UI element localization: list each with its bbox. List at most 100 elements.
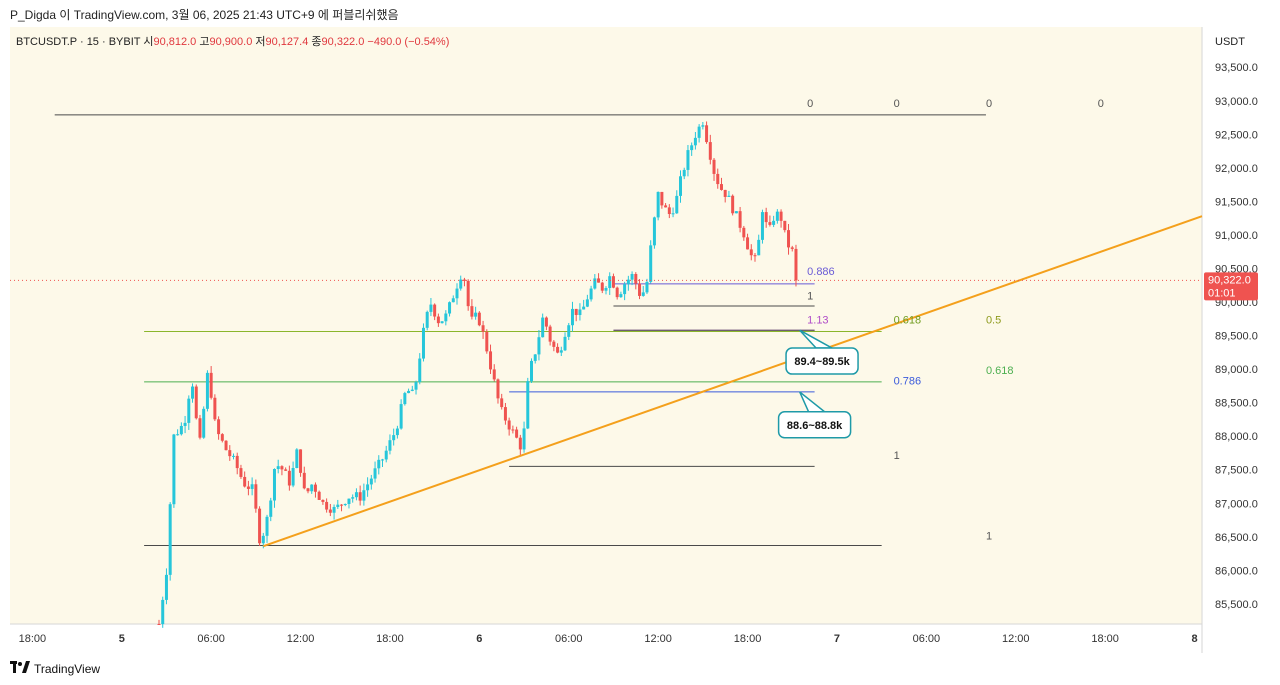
price-tick-label: 93,500.0 xyxy=(1215,62,1258,74)
candle-body xyxy=(232,455,235,457)
candle-body xyxy=(682,169,686,177)
candle-body xyxy=(727,195,731,197)
support-trendline[interactable] xyxy=(262,215,1203,548)
candle-body xyxy=(358,492,362,501)
candle-body xyxy=(384,450,388,460)
candle-body xyxy=(518,437,522,450)
candle-body xyxy=(164,574,168,600)
time-tick-label: 7 xyxy=(834,633,840,645)
candle-body xyxy=(161,599,165,625)
candle-body xyxy=(645,281,649,293)
candle-body xyxy=(220,434,224,441)
candle-body xyxy=(578,309,582,315)
candle-body xyxy=(325,501,329,510)
fib-level-label: 0.618 xyxy=(894,314,922,326)
time-tick-label: 18:00 xyxy=(19,633,47,645)
candle-body xyxy=(302,472,306,489)
candle-body xyxy=(749,249,753,256)
candle-body xyxy=(418,358,422,383)
candle-body xyxy=(719,184,723,190)
low-value: 90,127.4 xyxy=(265,36,309,48)
candle-body xyxy=(638,283,642,296)
candle-body xyxy=(407,390,411,394)
candle-body xyxy=(753,255,757,257)
callout-box[interactable] xyxy=(777,411,852,439)
candle-body xyxy=(228,450,232,457)
candle-body xyxy=(768,222,772,225)
candle-body xyxy=(217,419,221,435)
fib-level-label: 1.13 xyxy=(807,314,828,326)
candle-body xyxy=(541,317,545,338)
candle-body xyxy=(526,381,530,429)
candle-body xyxy=(746,237,750,250)
candle-body xyxy=(369,478,373,485)
candle-body xyxy=(701,125,705,127)
candle-body xyxy=(351,497,355,499)
fib-level-label: 0 xyxy=(1098,98,1104,110)
time-tick-label: 18:00 xyxy=(376,633,404,645)
callout-box[interactable] xyxy=(785,347,859,375)
candle-body xyxy=(455,288,459,299)
candle-body xyxy=(202,408,206,438)
time-tick-label: 18:00 xyxy=(1091,633,1119,645)
publisher-name[interactable]: P_Digda xyxy=(10,8,57,22)
candle-body xyxy=(250,484,254,489)
candle-body xyxy=(559,350,563,353)
candle-body xyxy=(399,404,403,429)
price-tick-label: 88,000.0 xyxy=(1215,431,1258,443)
candle-body xyxy=(340,504,344,506)
candle-body xyxy=(328,509,332,513)
candle-body xyxy=(652,217,656,246)
price-axis-unit: USDT xyxy=(1215,36,1245,48)
candle-body xyxy=(332,506,336,513)
time-tick-label: 12:00 xyxy=(644,633,672,645)
low-label: 저 xyxy=(255,36,266,48)
close-value: 90,322.0 xyxy=(321,36,365,48)
tradingview-logo[interactable]: TradingView xyxy=(10,661,100,676)
candle-body xyxy=(209,372,213,398)
callout-text: 88.6~88.8k xyxy=(787,420,843,432)
fib-level-label: 0.5 xyxy=(986,314,1001,326)
candle-body xyxy=(462,279,466,281)
fib-level-label: 0.786 xyxy=(894,376,922,388)
time-tick-label: 12:00 xyxy=(287,633,315,645)
candle-body xyxy=(354,492,358,498)
candle-body xyxy=(611,276,615,288)
candle-body xyxy=(269,500,273,517)
time-tick-label: 8 xyxy=(1191,633,1197,645)
chart-area[interactable]: USDT 85,500.0 86,000.0 86,500.0 87,000.0 87,5… xyxy=(10,27,1270,653)
candle-body xyxy=(239,468,243,477)
close-label: 종 xyxy=(311,36,322,48)
candle-body xyxy=(552,341,556,347)
fib-level-label: 0 xyxy=(986,98,992,110)
candle-body xyxy=(496,379,500,399)
candle-body xyxy=(395,428,399,436)
candle-body xyxy=(533,354,537,361)
candle-body xyxy=(489,351,493,370)
symbol-ticker[interactable]: BTCUSDT.P · 15 · BYBIT xyxy=(16,36,141,48)
candle-body xyxy=(582,306,586,310)
candle-body xyxy=(593,278,597,289)
candle-body xyxy=(425,311,429,328)
price-tick-label: 91,500.0 xyxy=(1215,196,1258,208)
fib-level-label: 0.618 xyxy=(986,365,1014,377)
candle-body xyxy=(619,294,623,298)
fib-level-label: 1 xyxy=(894,450,900,462)
candle-body xyxy=(600,282,604,291)
candle-body xyxy=(537,337,541,355)
candle-body xyxy=(299,449,303,473)
fib-level-label: 0.886 xyxy=(807,266,835,278)
time-tick-label: 5 xyxy=(119,633,125,645)
candle-body xyxy=(626,279,630,285)
price-tick-label: 89,500.0 xyxy=(1215,331,1258,343)
candle-body xyxy=(764,212,768,223)
candle-body xyxy=(388,440,392,451)
candle-body xyxy=(343,504,347,506)
candle-body xyxy=(168,504,172,575)
candle-body xyxy=(265,516,269,536)
candle-body xyxy=(783,220,787,231)
candle-body xyxy=(224,440,228,451)
candle-body xyxy=(608,276,612,288)
candlestick-chart[interactable]: USDT 85,500.0 86,000.0 86,500.0 87,000.0 87,5… xyxy=(10,27,1270,653)
fib-level-label: 1 xyxy=(986,530,992,542)
